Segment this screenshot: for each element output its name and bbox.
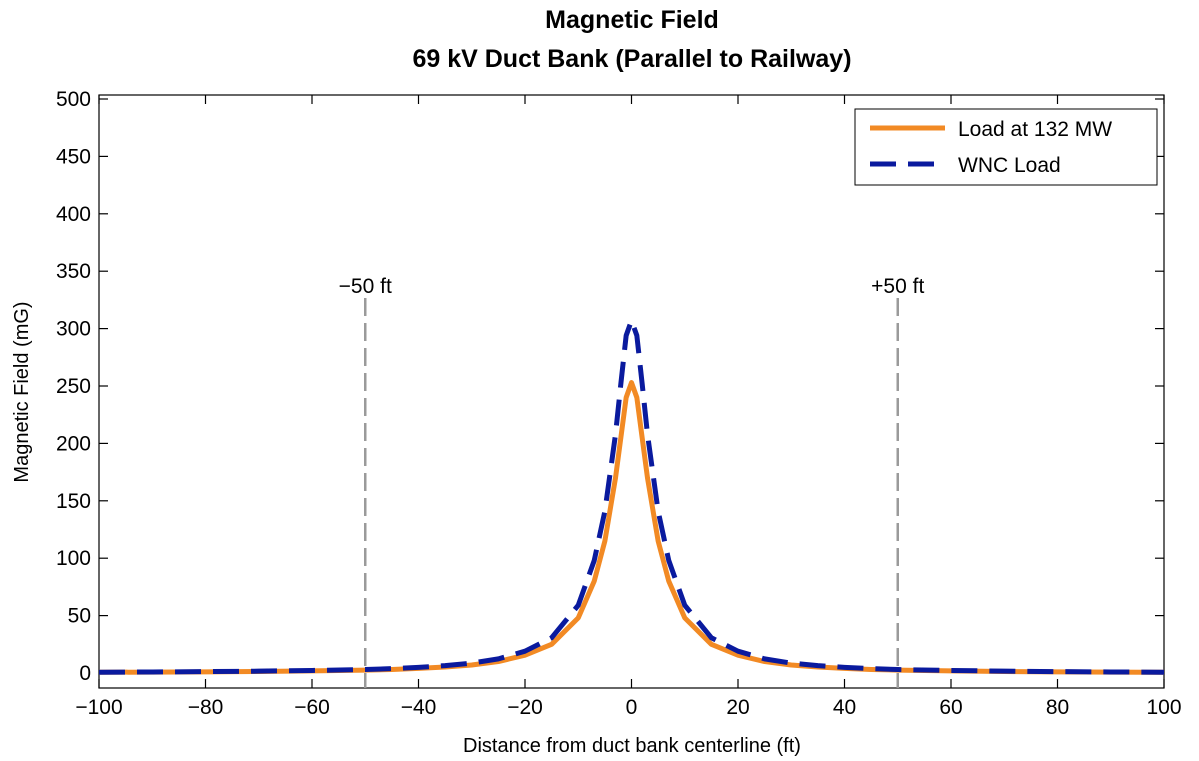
x-tick-label: 100 [1146, 696, 1181, 719]
y-tick-label: 400 [56, 203, 91, 226]
x-axis-label: Distance from duct bank centerline (ft) [463, 735, 801, 757]
reference-line-label: +50 ft [871, 275, 924, 298]
plot-area-frame [98, 94, 1165, 689]
legend-box [854, 108, 1158, 186]
y-tick-label: 50 [68, 605, 91, 628]
title-group: Magnetic Field 69 kV Duct Bank (Parallel… [412, 6, 851, 73]
chart-subtitle: 69 kV Duct Bank (Parallel to Railway) [412, 45, 851, 73]
legend-label-wnc-load: WNC Load [958, 154, 1061, 177]
y-tick-label: 250 [56, 375, 91, 398]
x-tick-label: 20 [726, 696, 749, 719]
y-tick-label: 0 [79, 662, 91, 685]
reference-lines: −50 ft +50 ft [339, 275, 924, 688]
x-tick-label: −60 [294, 696, 330, 719]
series-line-wnc-load [99, 318, 1164, 675]
x-tick-label: −40 [401, 696, 437, 719]
axis-ticks [98, 95, 1165, 688]
chart-title: Magnetic Field [545, 6, 719, 34]
y-axis-label: Magnetic Field (mG) [11, 301, 33, 482]
y-tick-label: 450 [56, 145, 91, 168]
y-tick-label: 500 [56, 88, 91, 111]
y-tick-label: 300 [56, 318, 91, 341]
legend: Load at 132 MW WNC Load [854, 108, 1158, 186]
x-tick-label: −80 [188, 696, 224, 719]
y-tick-label: 150 [56, 490, 91, 513]
x-tick-label: 40 [833, 696, 856, 719]
y-tick-label: 100 [56, 547, 91, 570]
series-group [99, 318, 1164, 675]
axis-tick-labels: −100 −80 −60 −40 −20 0 20 40 60 80 100 0 50 100 150 200… [56, 88, 1182, 719]
x-tick-label: −100 [75, 696, 122, 719]
legend-label-load-132mw: Load at 132 MW [958, 118, 1112, 141]
x-tick-label: 80 [1046, 696, 1069, 719]
y-tick-label: 350 [56, 260, 91, 283]
y-tick-label: 200 [56, 432, 91, 455]
x-tick-label: 0 [626, 696, 638, 719]
x-tick-label: −20 [507, 696, 543, 719]
reference-line-label: −50 ft [339, 275, 392, 298]
x-tick-label: 60 [939, 696, 962, 719]
